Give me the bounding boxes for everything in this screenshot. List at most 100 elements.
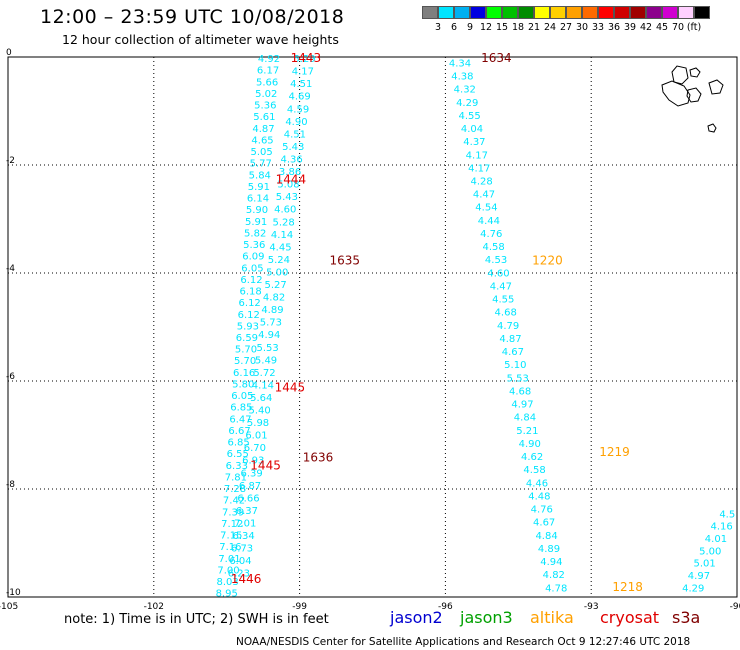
swh-value: 3.86 bbox=[279, 167, 301, 178]
swh-value: 4.17 bbox=[468, 163, 490, 174]
lon-tick-label: -96 bbox=[438, 602, 453, 612]
swh-value: 4.62 bbox=[521, 452, 543, 463]
color-swatch bbox=[678, 6, 694, 19]
swh-value: 5.28 bbox=[273, 217, 295, 228]
map-frame bbox=[7, 56, 738, 598]
color-swatch bbox=[662, 6, 678, 19]
swh-value: 4.92 bbox=[258, 54, 280, 65]
swh-value: 5.36 bbox=[254, 101, 276, 112]
swh-value: 4.04 bbox=[461, 124, 483, 135]
swh-value: 4.58 bbox=[483, 242, 505, 253]
swh-value: 6.85 bbox=[228, 438, 250, 449]
swh-value: 5.98 bbox=[247, 418, 269, 429]
swh-value: 5.77 bbox=[250, 159, 272, 170]
swh-value: 6.66 bbox=[237, 493, 259, 504]
galapagos-island-outline bbox=[661, 80, 691, 107]
swh-value: 5.24 bbox=[268, 255, 290, 266]
swh-value: 7.16 bbox=[219, 542, 241, 553]
swh-value: 6.59 bbox=[236, 333, 258, 344]
swh-value: 4.46 bbox=[526, 478, 548, 489]
lat-tick-label: -10 bbox=[6, 588, 21, 598]
legend-item-s3a: s3a bbox=[672, 608, 701, 627]
swh-value: 7.42 bbox=[223, 496, 245, 507]
swh-value: 4.14 bbox=[252, 380, 274, 391]
swh-value: 5.08 bbox=[277, 180, 299, 191]
swh-value: 4.55 bbox=[458, 111, 480, 122]
swh-value: 6.12 bbox=[239, 298, 261, 309]
lat-tick-label: -6 bbox=[6, 372, 15, 382]
swh-value: 4.44 bbox=[478, 216, 500, 227]
lat-tick-label: -4 bbox=[6, 264, 15, 274]
swh-value: 7.28 bbox=[224, 484, 246, 495]
swh-value: 4.14 bbox=[271, 230, 293, 241]
lon-tick-label: -93 bbox=[584, 602, 599, 612]
swh-value: 5.21 bbox=[516, 426, 538, 437]
swh-value: 4.68 bbox=[495, 308, 517, 319]
galapagos-island-outline bbox=[686, 87, 702, 103]
color-swatch bbox=[614, 6, 630, 19]
swh-value: 6.33 bbox=[226, 461, 248, 472]
color-swatch bbox=[454, 6, 470, 19]
swh-value: 4.90 bbox=[519, 439, 541, 450]
swh-value: 6.09 bbox=[242, 252, 264, 263]
swh-value: 5.36 bbox=[243, 240, 265, 251]
swh-value: 5.70 bbox=[234, 356, 256, 367]
swh-value: 4.47 bbox=[490, 281, 512, 292]
color-swatch bbox=[582, 6, 598, 19]
swh-value: 4.51 bbox=[290, 79, 312, 90]
color-scale-label: 30 bbox=[575, 22, 589, 33]
color-scale-label: 27 bbox=[559, 22, 573, 33]
swh-value: 6.05 bbox=[231, 391, 253, 402]
swh-value: 4.28 bbox=[470, 176, 492, 187]
galapagos-island-outline bbox=[707, 123, 717, 133]
swh-value: 4.89 bbox=[538, 544, 560, 555]
galapagos-island-outline bbox=[708, 79, 724, 95]
swh-value: 7.39 bbox=[222, 507, 244, 518]
swh-value: 6.55 bbox=[227, 449, 249, 460]
color-scale-label: 45 bbox=[655, 22, 669, 33]
color-scale-labels: 3 6 9 12 15 18 21 24 27 30 33 36 39 42 45 70 (ft) bbox=[422, 22, 740, 36]
swh-value: 5.01 bbox=[693, 559, 715, 570]
swh-value: 6.14 bbox=[247, 194, 269, 205]
swh-value: 6.47 bbox=[229, 414, 251, 425]
swh-value: 7.01 bbox=[234, 518, 256, 529]
swh-value: 8.03 bbox=[216, 577, 238, 588]
swh-value: 7.12 bbox=[221, 519, 243, 530]
pass-time-label: 1445 bbox=[275, 380, 306, 394]
color-swatch bbox=[518, 6, 534, 19]
color-swatch bbox=[598, 6, 614, 19]
swh-value: 4.16 bbox=[710, 522, 732, 533]
swh-value: 7.15 bbox=[220, 531, 242, 542]
swh-value: 5.73 bbox=[260, 318, 282, 329]
swh-value: 5.91 bbox=[245, 217, 267, 228]
swh-value: 4.59 bbox=[287, 104, 309, 115]
swh-value: 5.66 bbox=[256, 77, 278, 88]
swh-value: 4.94 bbox=[540, 557, 562, 568]
swh-value: 4.34 bbox=[449, 58, 471, 69]
galapagos-island-outline bbox=[671, 65, 689, 85]
swh-value: 5.43 bbox=[282, 142, 304, 153]
swh-value: 5.27 bbox=[265, 280, 287, 291]
swh-value: 6.05 bbox=[241, 263, 263, 274]
swh-value: 6.01 bbox=[245, 431, 267, 442]
swh-value: 4.38 bbox=[451, 72, 473, 83]
map-title: 12:00 – 23:59 UTC 10/08/2018 bbox=[40, 6, 345, 28]
swh-value: 4.53 bbox=[485, 255, 507, 266]
swh-value: 4.58 bbox=[523, 465, 545, 476]
swh-value: 5.72 bbox=[253, 368, 275, 379]
color-swatch bbox=[534, 6, 550, 19]
pass-time-label: 1446 bbox=[231, 572, 262, 586]
credit-line: NOAA/NESDIS Center for Satellite Applica… bbox=[236, 636, 691, 648]
swh-value: 5.29 bbox=[293, 54, 315, 65]
color-scale-label: 15 bbox=[495, 22, 509, 33]
legend-item-altika: altika bbox=[530, 608, 574, 627]
lon-tick-label: -99 bbox=[292, 602, 307, 612]
swh-value: 4.76 bbox=[531, 505, 553, 516]
swh-value: 5.05 bbox=[250, 147, 272, 158]
swh-value: 4.79 bbox=[497, 321, 519, 332]
swh-value: 5.53 bbox=[507, 373, 529, 384]
pass-time-label: 1634 bbox=[481, 51, 512, 65]
color-scale-label: 6 bbox=[450, 22, 458, 33]
swh-value: 4.60 bbox=[487, 268, 509, 279]
